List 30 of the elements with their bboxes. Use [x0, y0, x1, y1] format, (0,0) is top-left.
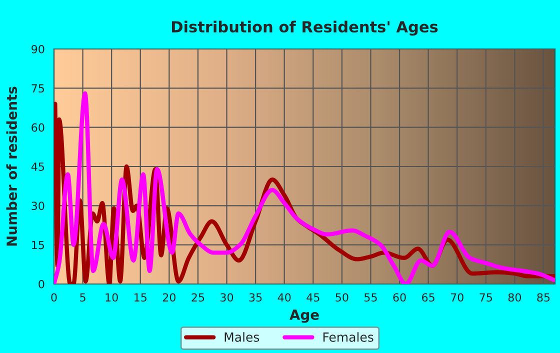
x-tick-label: 55	[364, 293, 377, 302]
y-axis-title: Number of residents	[6, 86, 18, 246]
y-tick-label: 30	[32, 202, 44, 210]
x-tick-label: 10	[106, 293, 118, 302]
x-tick-label: 35	[249, 293, 262, 302]
x-tick-label: 70	[450, 293, 464, 302]
x-tick-label: 30	[220, 293, 234, 302]
x-tick-label: 45	[306, 293, 320, 302]
y-tick-label: 45	[31, 162, 44, 171]
y-tick-label: 75	[32, 84, 44, 93]
y-tick-label: 60	[32, 123, 44, 132]
x-tick-label: 5	[80, 293, 86, 302]
x-tick-label: 50	[336, 293, 348, 302]
x-axis-title: Age	[290, 310, 319, 323]
x-tick-label: 80	[508, 293, 522, 302]
chart-title: Distribution of Residents' Ages	[172, 20, 438, 36]
x-tick-label: 85	[537, 293, 550, 302]
legend-label: Males	[224, 332, 260, 342]
x-tick-label: 20	[162, 293, 176, 302]
y-tick-label: 90	[32, 44, 44, 54]
x-tick-label: 75	[480, 293, 492, 302]
y-tick-label: 0	[38, 280, 44, 288]
x-tick-label: 25	[192, 293, 204, 302]
x-tick-label: 60	[393, 293, 406, 302]
x-tick-label: 15	[134, 293, 146, 302]
x-tick-label: 0	[51, 293, 57, 302]
x-tick-label: 40	[278, 293, 291, 302]
x-tick-label: 65	[422, 293, 434, 302]
legend-label: Females	[323, 332, 374, 342]
y-tick-label: 15	[32, 240, 44, 250]
